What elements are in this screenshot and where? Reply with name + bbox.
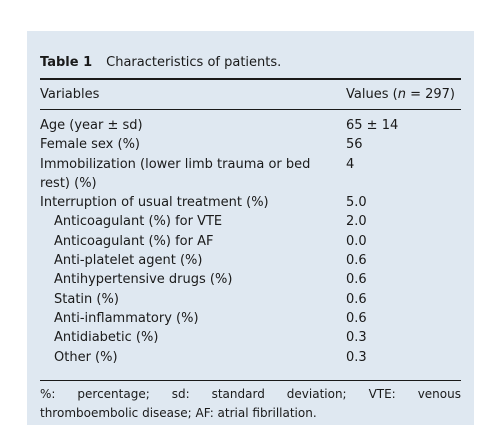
row-value: 0.3: [346, 330, 367, 346]
footnote-word: standard: [211, 387, 265, 401]
row-value: 0.6: [346, 291, 367, 307]
top-rule: [40, 78, 461, 80]
row-value: 0.6: [346, 272, 367, 288]
table-caption-text: Characteristics of patients.: [106, 55, 282, 70]
footnote-word: sd:: [171, 387, 190, 401]
table-row: Antidiabetic (%) 0.3: [40, 328, 461, 347]
row-variable: Anti-platelet agent (%): [54, 253, 203, 269]
table-row: Immobilization (lower limb trauma or bed…: [40, 155, 461, 194]
row-variable: Anticoagulant (%) for VTE: [54, 214, 223, 230]
table-row: Female sex (%) 56: [40, 135, 461, 154]
table-body: Age (year ± sd) 65 ± 14 Female sex (%) 56 Im…: [40, 116, 461, 367]
table-caption: Table 1 Characteristics of patients.: [40, 55, 281, 70]
row-value: 0.6: [346, 310, 367, 326]
row-value: 56: [346, 137, 363, 153]
column-header-values-suffix: = 297): [405, 87, 455, 102]
row-variable: Interruption of usual treatment (%): [40, 195, 269, 211]
column-header-values-n: n: [397, 87, 406, 102]
table-row: Other (%) 0.3: [40, 348, 461, 367]
footnote-word: venous: [417, 387, 461, 401]
footnote-line-2: thromboembolic disease; AF: atrial fibri…: [40, 406, 317, 420]
table-row: Interruption of usual treatment (%) 5.0: [40, 193, 461, 212]
footnote-line-1: %: percentage; sd: standard deviation; VTE: ve…: [40, 385, 461, 404]
row-value: 4: [346, 156, 355, 172]
row-variable: Anticoagulant (%) for AF: [54, 233, 214, 249]
table-row: Antihypertensive drugs (%) 0.6: [40, 270, 461, 289]
row-variable: Statin (%): [54, 291, 119, 307]
table-row: Age (year ± sd) 65 ± 14: [40, 116, 461, 135]
row-variable: Antihypertensive drugs (%): [54, 272, 233, 288]
table-footnote: %: percentage; sd: standard deviation; VTE: ve…: [40, 385, 461, 423]
column-header-values: Values (n = 297): [346, 87, 455, 102]
table-row: Anti-platelet agent (%) 0.6: [40, 251, 461, 270]
table-row: Statin (%) 0.6: [40, 290, 461, 309]
row-variable: Age (year ± sd): [40, 118, 143, 133]
row-variable: Anti-inflammatory (%): [54, 310, 199, 326]
footnote-word: deviation;: [286, 387, 347, 401]
table-row: Anti-inflammatory (%) 0.6: [40, 309, 461, 328]
footnote-word: VTE:: [368, 387, 396, 401]
bottom-rule: [40, 380, 461, 381]
row-variable: Female sex (%): [40, 137, 141, 153]
column-header-values-prefix: Values (: [346, 87, 398, 102]
column-header-variables: Variables: [40, 87, 100, 102]
row-variable: Immobilization (lower limb trauma or bed…: [40, 156, 311, 191]
table-row: Anticoagulant (%) for AF 0.0: [40, 232, 461, 251]
footnote-word: %:: [40, 387, 56, 401]
row-variable: Other (%): [54, 349, 118, 365]
header-rule: [40, 109, 461, 110]
row-variable: Antidiabetic (%): [54, 330, 159, 346]
table-panel: Table 1 Characteristics of patients. Vari…: [27, 31, 474, 425]
footnote-word: percentage;: [77, 387, 150, 401]
table-row: Anticoagulant (%) for VTE 2.0: [40, 212, 461, 231]
row-value: 0.3: [346, 349, 367, 365]
row-value: 5.0: [346, 195, 367, 211]
row-value: 65 ± 14: [346, 118, 399, 133]
table-caption-label: Table 1: [40, 55, 93, 70]
row-value: 0.0: [346, 233, 367, 249]
row-value: 2.0: [346, 214, 367, 230]
row-value: 0.6: [346, 253, 367, 269]
